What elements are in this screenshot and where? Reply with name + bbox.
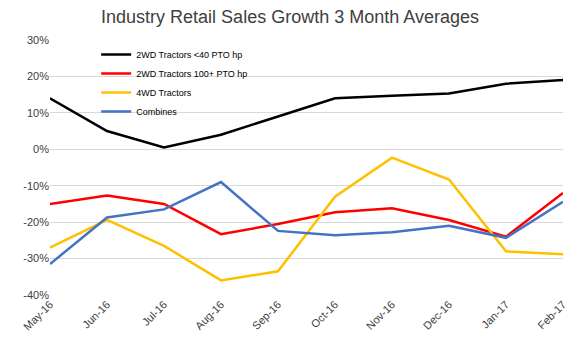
svg-text:-10%: -10% bbox=[23, 180, 49, 192]
svg-text:2WD Tractors <40 PTO hp: 2WD Tractors <40 PTO hp bbox=[136, 50, 242, 60]
svg-text:10%: 10% bbox=[27, 107, 49, 119]
svg-text:Jul-16: Jul-16 bbox=[140, 298, 170, 328]
svg-text:Dec-16: Dec-16 bbox=[421, 298, 455, 332]
svg-text:Oct-16: Oct-16 bbox=[308, 298, 340, 330]
svg-text:Jun-16: Jun-16 bbox=[80, 298, 112, 330]
svg-text:Feb-17: Feb-17 bbox=[535, 298, 568, 331]
svg-text:4WD Tractors: 4WD Tractors bbox=[136, 88, 192, 98]
svg-text:30%: 30% bbox=[27, 34, 49, 46]
svg-text:-40%: -40% bbox=[23, 289, 49, 301]
svg-text:Nov-16: Nov-16 bbox=[364, 298, 398, 332]
svg-text:Combines: Combines bbox=[136, 107, 177, 117]
svg-text:2WD Tractors 100+ PTO hp: 2WD Tractors 100+ PTO hp bbox=[136, 69, 247, 79]
svg-text:May-16: May-16 bbox=[21, 298, 55, 332]
svg-text:Aug-16: Aug-16 bbox=[193, 298, 227, 332]
svg-text:Sep-16: Sep-16 bbox=[250, 298, 284, 332]
svg-text:Jan-17: Jan-17 bbox=[479, 298, 511, 330]
svg-text:20%: 20% bbox=[27, 70, 49, 82]
svg-text:Industry Retail Sales Growth 3: Industry Retail Sales Growth 3 Month Ave… bbox=[101, 7, 479, 27]
svg-text:0%: 0% bbox=[33, 143, 49, 155]
svg-text:-30%: -30% bbox=[23, 252, 49, 264]
svg-text:-20%: -20% bbox=[23, 216, 49, 228]
